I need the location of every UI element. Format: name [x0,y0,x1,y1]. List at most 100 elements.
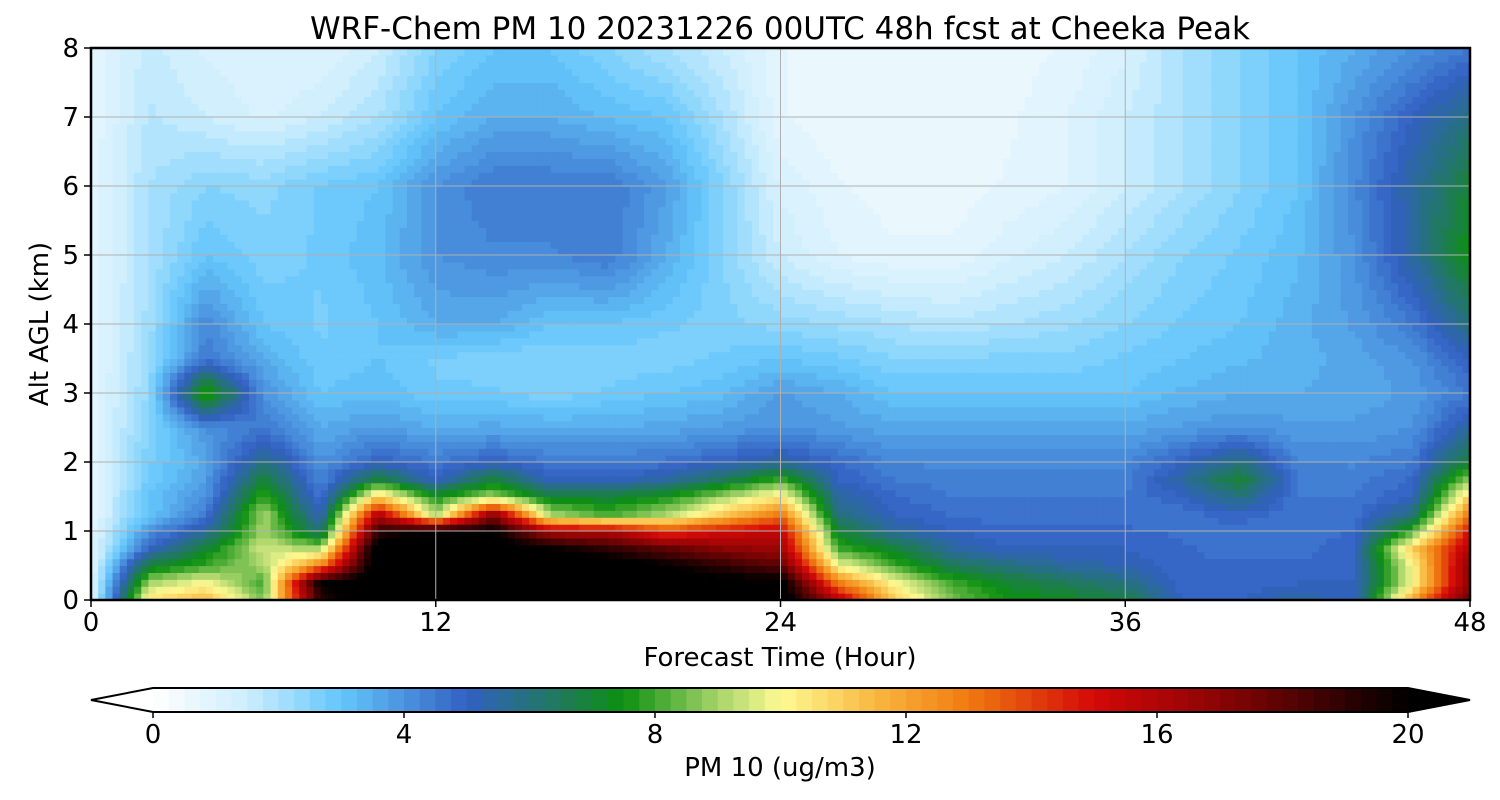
contour-cell [363,517,372,525]
contour-cell [385,372,394,380]
contour-cell [371,275,379,284]
contour-cell [349,289,358,297]
contour-cell [134,489,142,498]
contour-cell [105,199,114,208]
contour-cell [500,475,509,484]
contour-cell [435,317,444,325]
contour-cell [249,255,257,263]
contour-cell [507,137,516,146]
contour-cell [500,365,509,373]
contour-cell [213,344,221,353]
contour-cell [335,551,343,560]
contour-cell [514,220,523,228]
contour-cell [241,351,250,360]
contour-cell [435,82,444,90]
contour-cell [91,503,99,511]
contour-cell [378,344,387,353]
contour-cell [91,524,99,532]
contour-cell [205,123,214,132]
contour-cell [371,54,379,63]
contour-cell [234,441,243,449]
contour-cell [241,54,250,63]
contour-cell [392,579,401,587]
contour-cell [234,54,243,63]
contour-cell [493,593,501,601]
contour-cell [529,220,537,228]
contour-cell [134,82,142,90]
contour-cell [213,303,221,311]
contour-cell [328,89,336,97]
contour-cell [320,496,329,504]
contour-cell [356,234,365,242]
contour-cell [313,558,322,567]
contour-cell [91,296,99,304]
contour-cell [457,199,466,208]
contour-cell [241,248,250,256]
contour-cell [177,96,185,104]
contour-cell [112,248,121,256]
contour-cell [493,151,501,159]
contour-cell [292,489,300,498]
contour-cell [442,537,451,546]
contour-cell [205,393,214,401]
contour-cell [529,303,537,311]
contour-cell [486,482,494,491]
contour-cell [428,496,437,504]
contour-cell [378,579,387,587]
contour-cell [421,82,430,90]
contour-cell [335,68,343,77]
contour-cell [356,75,365,84]
contour-cell [392,54,401,63]
contour-cell [191,137,200,146]
contour-cell [170,89,178,97]
contour-cell [486,351,494,360]
contour-cell [328,275,336,284]
contour-cell [270,158,279,166]
contour-cell [500,524,509,532]
contour-cell [356,344,365,353]
contour-cell [521,482,530,491]
contour-cell [514,268,523,277]
contour-cell [349,75,358,84]
contour-cell [536,372,545,380]
contour-cell [421,517,430,525]
contour-cell [191,393,200,401]
contour-cell [299,179,308,187]
contour-cell [356,586,365,594]
contour-cell [399,282,408,291]
contour-cell [220,89,229,97]
contour-cell [514,61,523,70]
contour-cell [320,165,329,173]
contour-cell [263,144,272,153]
contour-cell [213,406,221,415]
contour-cell [320,241,329,249]
contour-cell [356,551,365,560]
contour-cell [270,351,279,360]
contour-cell [148,268,157,277]
contour-cell [98,151,106,159]
contour-cell [263,117,272,125]
contour-cell [493,165,501,173]
contour-cell [421,317,430,325]
contour-cell [213,441,221,449]
contour-cell [313,75,322,84]
contour-cell [536,399,545,408]
contour-cell [514,358,523,366]
contour-cell [205,365,214,373]
contour-cell [198,261,207,270]
contour-cell [249,317,257,325]
contour-cell [342,393,351,401]
contour-cell [198,413,207,422]
contour-cell [399,199,408,208]
contour-cell [363,248,372,256]
contour-cell [342,413,351,422]
contour-cell [213,489,221,498]
contour-cell [277,282,286,291]
contour-cell [184,496,193,504]
contour-cell [220,275,229,284]
contour-cell [464,61,473,70]
contour-cell [536,586,545,594]
contour-cell [220,255,229,263]
contour-cell [306,558,315,567]
contour-cell [450,330,458,339]
